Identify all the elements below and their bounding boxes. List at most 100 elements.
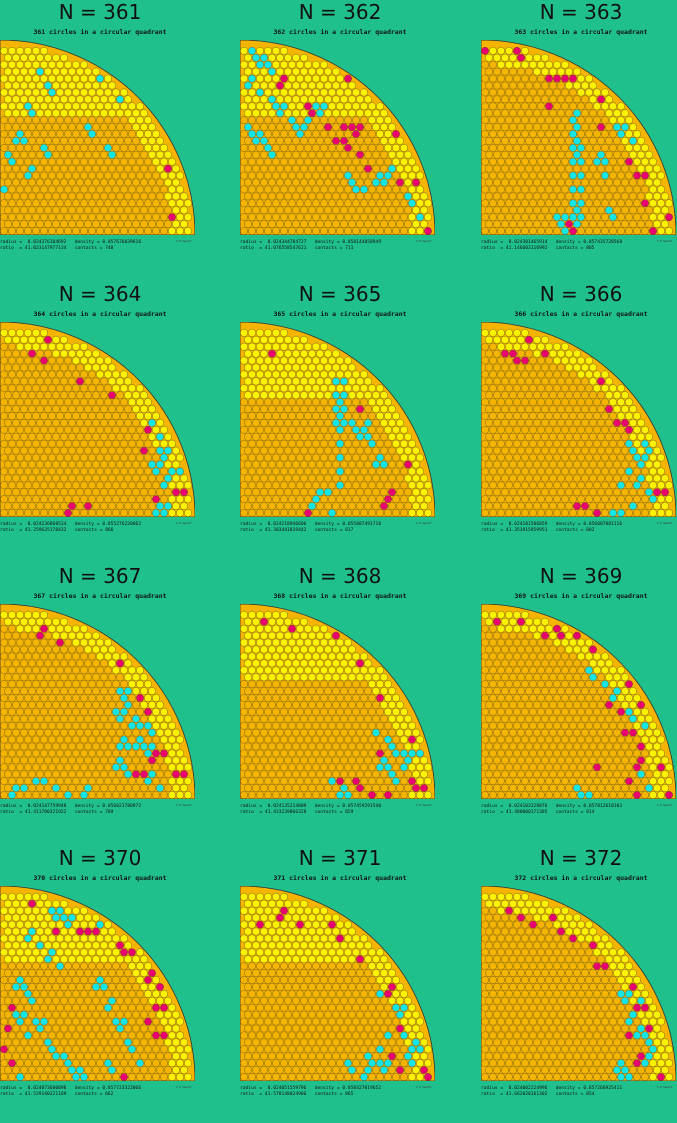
packed-circle (48, 186, 55, 193)
packed-circle (348, 475, 355, 482)
packed-circle (284, 674, 291, 681)
packed-circle (88, 412, 95, 419)
packed-circle (256, 144, 263, 151)
packed-circle (613, 433, 620, 440)
packed-circle (509, 68, 516, 75)
packed-circle (64, 200, 71, 207)
packed-circle (320, 495, 327, 502)
packed-circle (304, 708, 311, 715)
packed-circle (553, 103, 560, 110)
packed-circle (132, 220, 139, 227)
packed-circle (12, 179, 19, 186)
packed-circle (356, 405, 363, 412)
packed-circle (557, 646, 564, 653)
packed-circle (28, 743, 35, 750)
packed-circle (60, 743, 67, 750)
packed-circle (168, 186, 175, 193)
packed-circle (24, 653, 31, 660)
packed-circle (328, 75, 335, 82)
packed-circle (252, 687, 259, 694)
packed-circle (565, 489, 572, 496)
packed-circle (513, 227, 520, 234)
packed-circle (505, 47, 512, 54)
packed-circle (509, 475, 516, 482)
packed-circle (292, 461, 299, 468)
packed-circle (284, 646, 291, 653)
packed-circle (617, 680, 624, 687)
packed-circle (312, 791, 319, 798)
packed-circle (364, 378, 371, 385)
packed-circle (336, 426, 343, 433)
packed-circle (136, 200, 143, 207)
packed-circle (4, 1066, 11, 1073)
packed-circle (312, 639, 319, 646)
packed-circle (308, 674, 315, 681)
packed-circle (485, 96, 492, 103)
packed-circle (513, 653, 520, 660)
packed-circle (304, 385, 311, 392)
packed-circle (144, 708, 151, 715)
packed-circle (108, 687, 115, 694)
packed-circle (56, 1046, 63, 1053)
packed-circle (84, 110, 91, 117)
packed-circle (112, 509, 119, 516)
packed-circle (264, 639, 271, 646)
packed-circle (481, 680, 488, 687)
packed-circle (505, 227, 512, 234)
packed-circle (56, 694, 63, 701)
packed-circle (240, 708, 247, 715)
packed-circle (408, 200, 415, 207)
packed-circle (4, 757, 11, 764)
packed-circle (581, 378, 588, 385)
packed-circle (344, 103, 351, 110)
packed-circle (96, 653, 103, 660)
packed-circle (20, 336, 27, 343)
packed-circle (513, 343, 520, 350)
packed-circle (80, 694, 87, 701)
packed-circle (144, 1032, 151, 1039)
packed-circle (144, 1046, 151, 1053)
packed-circle (244, 475, 251, 482)
packed-circle (16, 708, 23, 715)
packed-circle (28, 983, 35, 990)
packed-circle (84, 715, 91, 722)
packed-circle (292, 179, 299, 186)
packed-circle (108, 433, 115, 440)
packed-circle (601, 694, 608, 701)
packed-circle (120, 750, 127, 757)
packed-circle (501, 419, 508, 426)
quadrant-diagram (0, 322, 195, 517)
packed-circle (260, 165, 267, 172)
packed-circle (284, 193, 291, 200)
packed-circle (12, 757, 19, 764)
packed-circle (521, 357, 528, 364)
packed-circle (657, 482, 664, 489)
packed-circle (392, 200, 399, 207)
packed-circle (328, 440, 335, 447)
packed-circle (252, 207, 259, 214)
packed-circle (545, 412, 552, 419)
packed-circle (48, 75, 55, 82)
packed-circle (545, 144, 552, 151)
packed-circle (32, 976, 39, 983)
packed-circle (280, 75, 287, 82)
packed-circle (633, 708, 640, 715)
packed-circle (36, 82, 43, 89)
packed-circle (280, 213, 287, 220)
quadrant-diagram (481, 40, 676, 235)
packed-circle (144, 200, 151, 207)
packed-circle (136, 680, 143, 687)
packed-circle (336, 482, 343, 489)
packed-circle (0, 1046, 7, 1053)
packed-circle (513, 509, 520, 516)
packed-circle (92, 701, 99, 708)
packed-circle (380, 165, 387, 172)
packed-circle (40, 385, 47, 392)
packed-circle (376, 158, 383, 165)
packed-circle (505, 482, 512, 489)
packed-circle (84, 784, 91, 791)
packed-circle (569, 454, 576, 461)
packed-circle (272, 329, 279, 336)
packed-circle (288, 777, 295, 784)
packed-circle (240, 777, 247, 784)
